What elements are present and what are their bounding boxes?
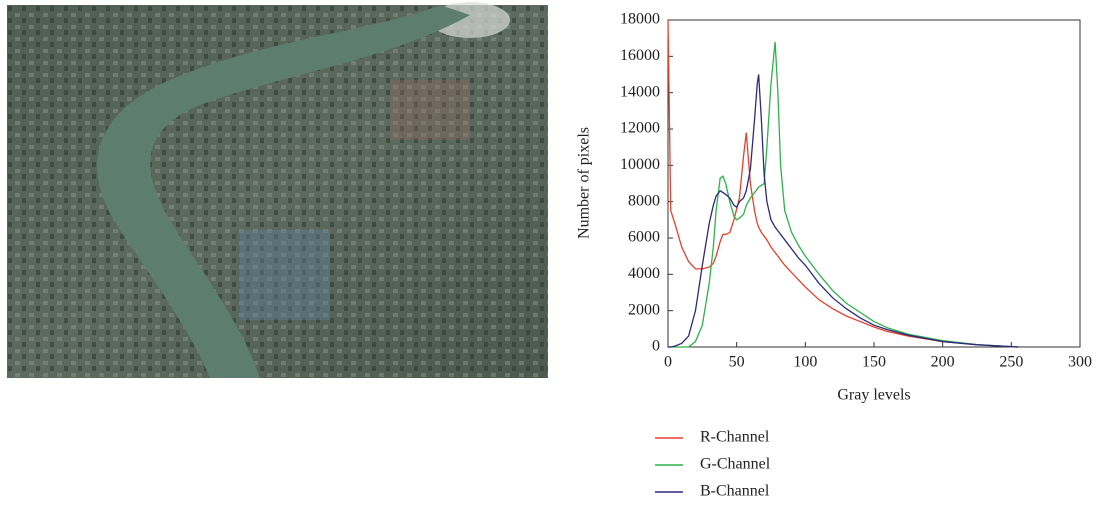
legend-label: G-Channel (700, 456, 771, 473)
y-tick-label: 18000 (620, 11, 660, 28)
y-tick-label: 6000 (628, 229, 660, 246)
y-tick-label: 16000 (620, 47, 660, 64)
x-tick-label: 50 (729, 354, 745, 371)
x-tick-label: 250 (999, 354, 1023, 371)
satellite-photo (7, 2, 548, 378)
line-series (668, 74, 1019, 348)
legend-label: R-Channel (700, 429, 770, 446)
plot-frame (667, 19, 1081, 348)
x-tick-label: 200 (931, 354, 955, 371)
y-tick-label: 0 (652, 338, 660, 355)
x-tick-label: 150 (862, 354, 886, 371)
line-series (668, 41, 1019, 348)
y-tick-label: 12000 (620, 120, 660, 137)
x-tick-label: 100 (793, 354, 817, 371)
legend-label: B-Channel (700, 483, 770, 500)
y-tick-label: 4000 (628, 265, 660, 282)
y-axis-label: Number of pixels (576, 127, 593, 239)
y-tick-label: 10000 (620, 156, 660, 173)
x-axis-label: Gray levels (837, 387, 910, 404)
y-tick-label: 2000 (628, 301, 660, 318)
line-series (667, 19, 1019, 348)
y-tick-label: 8000 (628, 192, 660, 209)
y-tick-label: 14000 (620, 83, 660, 100)
x-tick-label: 300 (1068, 354, 1092, 371)
x-tick-label: 0 (664, 354, 672, 371)
